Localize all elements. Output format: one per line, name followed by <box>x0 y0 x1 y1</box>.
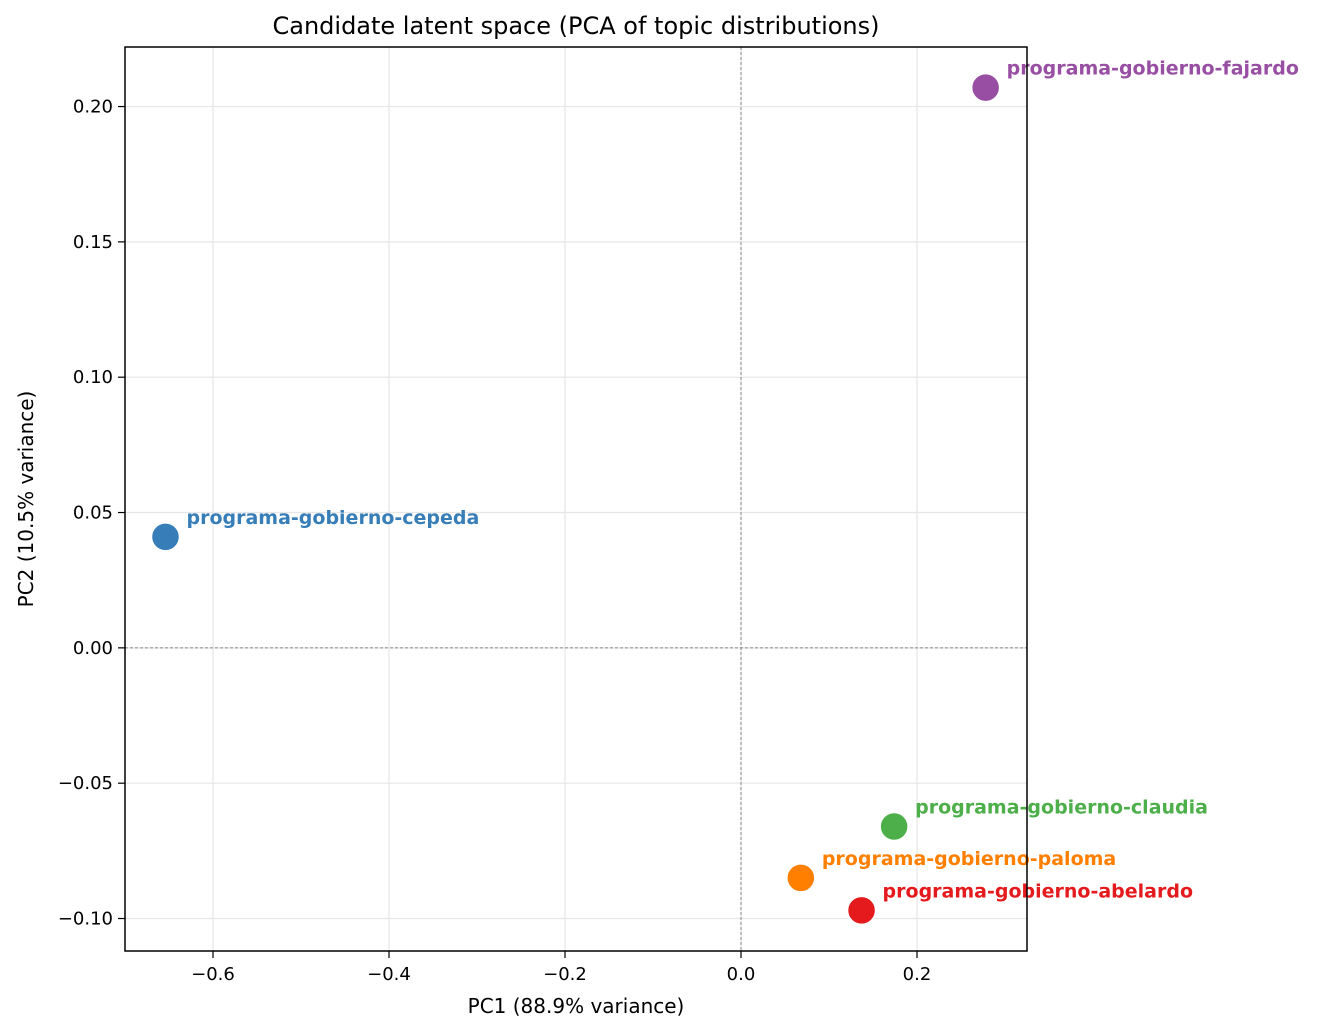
point-label: programa-gobierno-cepeda <box>186 507 479 529</box>
y-axis-title: PC2 (10.5% variance) <box>14 391 38 608</box>
point-label: programa-gobierno-claudia <box>915 796 1208 818</box>
x-tick-label: 0.2 <box>903 964 932 985</box>
data-point <box>970 72 1001 103</box>
data-point <box>150 522 181 552</box>
x-tick-label: −0.4 <box>367 964 411 985</box>
data-point <box>879 811 909 842</box>
point-label: programa-gobierno-abelardo <box>883 880 1193 902</box>
plot-frame <box>124 46 1028 952</box>
x-tick-label: −0.6 <box>191 964 235 985</box>
reference-lines <box>125 47 1027 951</box>
data-point <box>786 863 816 893</box>
x-axis-title: PC1 (88.9% variance) <box>468 994 685 1018</box>
data-point <box>846 895 877 926</box>
data-points <box>150 72 1001 926</box>
y-tick-label: 0.10 <box>73 367 113 388</box>
y-tick-label: 0.00 <box>73 638 113 659</box>
x-tick-label: 0.0 <box>727 964 756 985</box>
point-label: programa-gobierno-fajardo <box>1007 58 1299 80</box>
point-labels: programa-gobierno-fajardo programa-gobier… <box>186 58 1298 903</box>
y-tick-label: 0.20 <box>73 97 113 118</box>
y-axis-ticks: 0.20 0.15 0.10 0.05 0.00 −0.05 −0.10 <box>58 97 125 930</box>
y-tick-label: −0.05 <box>58 773 113 794</box>
chart-title: Candidate latent space (PCA of topic dis… <box>272 12 879 40</box>
point-label: programa-gobierno-paloma <box>822 848 1116 870</box>
x-tick-label: −0.2 <box>543 964 587 985</box>
y-tick-label: −0.10 <box>58 909 113 930</box>
y-tick-label: 0.15 <box>73 232 113 253</box>
x-axis-ticks: −0.6 −0.4 −0.2 0.0 0.2 <box>191 951 931 985</box>
y-tick-label: 0.05 <box>73 503 113 524</box>
